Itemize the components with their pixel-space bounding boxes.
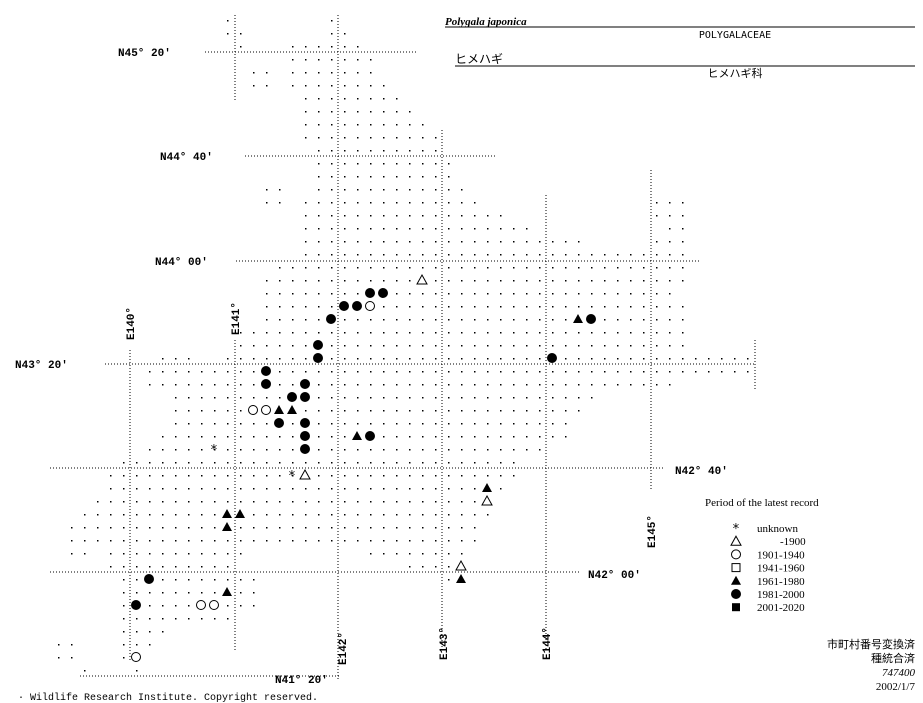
- filled-triangle: [235, 509, 245, 518]
- open-triangle: [299, 468, 311, 480]
- filled-triangle: [222, 509, 232, 518]
- filled-triangle: [482, 483, 492, 492]
- open-circle: [731, 549, 741, 560]
- filled-circle: [378, 288, 388, 298]
- filled-circle: [300, 379, 310, 389]
- latitude-label: N42° 40′: [675, 466, 728, 478]
- open-circle: [261, 405, 271, 415]
- filled-triangle: [352, 431, 362, 440]
- legend-title: Period of the latest record: [705, 497, 819, 509]
- legend-entry: 1901-1940: [757, 549, 805, 561]
- filled-circle: [131, 600, 141, 610]
- open-triangle: [416, 273, 428, 285]
- filled-circle: [365, 431, 375, 441]
- filled-circle: [547, 353, 557, 363]
- legend-entry: 1941-1960: [757, 563, 805, 575]
- latitude-label: N41° 20′: [275, 675, 328, 687]
- legend-entry: -1900: [780, 536, 806, 548]
- longitude-label: E141°: [231, 302, 243, 335]
- open-circle: [209, 600, 219, 610]
- filled-circle: [300, 431, 310, 441]
- filled-circle: [300, 392, 310, 402]
- note: 種統合済: [871, 651, 915, 665]
- note: 2002/1/7: [876, 681, 916, 693]
- copyright: · Wildlife Research Institute. Copyright…: [18, 692, 318, 703]
- open-circle: [365, 301, 375, 311]
- longitude-label: E140°: [126, 307, 138, 340]
- filled-triangle: [222, 587, 232, 596]
- note: 市町村番号変換済: [827, 637, 915, 651]
- filled-circle: [326, 314, 336, 324]
- latitude-label: N45° 20′: [118, 48, 171, 60]
- unknown-mark: *: [210, 443, 218, 458]
- filled-triangle: [573, 314, 583, 323]
- filled-circle: [352, 301, 362, 311]
- species-title: Polygala japonica: [445, 16, 527, 28]
- japanese-family: ヒメハギ科: [708, 66, 763, 80]
- longitude-label: E144°: [542, 627, 554, 660]
- filled-triangle: [287, 405, 297, 414]
- filled-circle: [339, 301, 349, 311]
- filled-circle: [300, 444, 310, 454]
- japanese-name: ヒメハギ: [455, 52, 503, 66]
- filled-triangle: [274, 405, 284, 414]
- latitude-label: N43° 20′: [15, 360, 68, 372]
- open-circle: [248, 405, 258, 415]
- filled-circle: [261, 379, 271, 389]
- grid-dots: [58, 20, 749, 672]
- latitude-label: N42° 00′: [588, 570, 641, 582]
- legend-entry: 2001-2020: [757, 602, 805, 614]
- filled-circle: [300, 418, 310, 428]
- unknown-mark: *: [288, 469, 296, 484]
- filled-triangle: [731, 575, 741, 585]
- open-triangle: [455, 559, 467, 571]
- legend-entry: 1981-2000: [757, 589, 805, 601]
- filled-circle: [731, 589, 741, 599]
- survey-dots: [58, 20, 749, 672]
- filled-circle: [274, 418, 284, 428]
- filled-circle: [287, 392, 297, 402]
- filled-triangle: [222, 522, 232, 531]
- filled-circle: [261, 366, 271, 376]
- filled-circle: [365, 288, 375, 298]
- open-triangle: [730, 535, 742, 546]
- legend-entry: 1961-1980: [757, 576, 805, 588]
- open-square: [731, 563, 741, 573]
- legend-entry: unknown: [757, 523, 798, 535]
- note: 747400: [882, 667, 916, 679]
- latitude-label: N44° 40′: [160, 152, 213, 164]
- filled-circle: [313, 340, 323, 350]
- filled-circle: [313, 353, 323, 363]
- family-name: POLYGALACEAE: [699, 30, 771, 41]
- filled-circle: [144, 574, 154, 584]
- longitude-label: E143°: [439, 627, 451, 660]
- open-circle: [131, 652, 141, 662]
- longitude-label: E145°: [647, 515, 659, 548]
- open-circle: [196, 600, 206, 610]
- latitude-label: N44° 00′: [155, 257, 208, 269]
- filled-square: [732, 603, 740, 612]
- longitude-label: E142°: [338, 632, 350, 665]
- filled-triangle: [456, 574, 466, 583]
- unknown-mark: *: [732, 522, 740, 537]
- filled-circle: [586, 314, 596, 324]
- open-triangle: [481, 494, 493, 506]
